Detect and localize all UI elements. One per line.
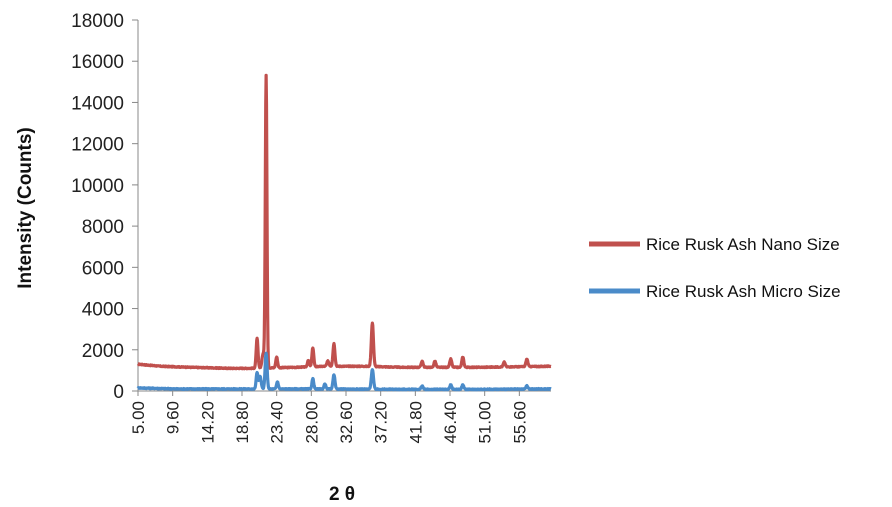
x-tick-label: 41.80: [406, 401, 425, 444]
legend-label: Rice Rusk Ash Micro Size: [646, 282, 841, 301]
x-tick-label: 5.00: [129, 401, 148, 434]
series-line-micro: [136, 351, 553, 392]
x-tick-label: 9.60: [164, 401, 183, 434]
x-tick-label: 18.80: [233, 401, 252, 444]
x-tick-label: 55.60: [510, 401, 529, 444]
y-tick-label: 4000: [82, 300, 124, 321]
y-tick-label: 0: [113, 382, 124, 403]
y-tick-label: 8000: [82, 217, 124, 238]
legend-label: Rice Rusk Ash Nano Size: [646, 235, 840, 254]
y-tick-label: 6000: [82, 258, 124, 279]
y-tick-label: 12000: [71, 135, 124, 156]
x-tick-label: 32.60: [337, 401, 356, 444]
y-tick-label: 18000: [71, 11, 124, 32]
x-tick-label: 46.40: [441, 401, 460, 444]
y-tick-label: 10000: [71, 176, 124, 197]
x-tick-label: 23.40: [268, 401, 287, 444]
y-tick-label: 16000: [71, 52, 124, 73]
x-axis-ticks: 5.00 9.60 14.20 18.80 23.40 28.00 32.60 37.20 41…: [129, 391, 529, 444]
plot-area: [136, 73, 553, 392]
legend: Rice Rusk Ash Nano Size Rice Rusk Ash Mic…: [589, 235, 841, 301]
x-tick-label: 14.20: [198, 401, 217, 444]
y-axis-ticks: 0 2000 4000 6000 8000 10000 12000 14000 16000 180…: [71, 11, 138, 403]
y-axis-label: Intensity (Counts): [15, 127, 36, 289]
y-tick-label: 2000: [82, 341, 124, 362]
x-tick-label: 51.00: [476, 401, 495, 444]
series-line-nano: [136, 73, 553, 371]
x-tick-label: 37.20: [372, 401, 391, 444]
y-tick-label: 14000: [71, 93, 124, 114]
x-tick-label: 28.00: [302, 401, 321, 444]
x-axis-label: 2 θ: [329, 484, 355, 505]
